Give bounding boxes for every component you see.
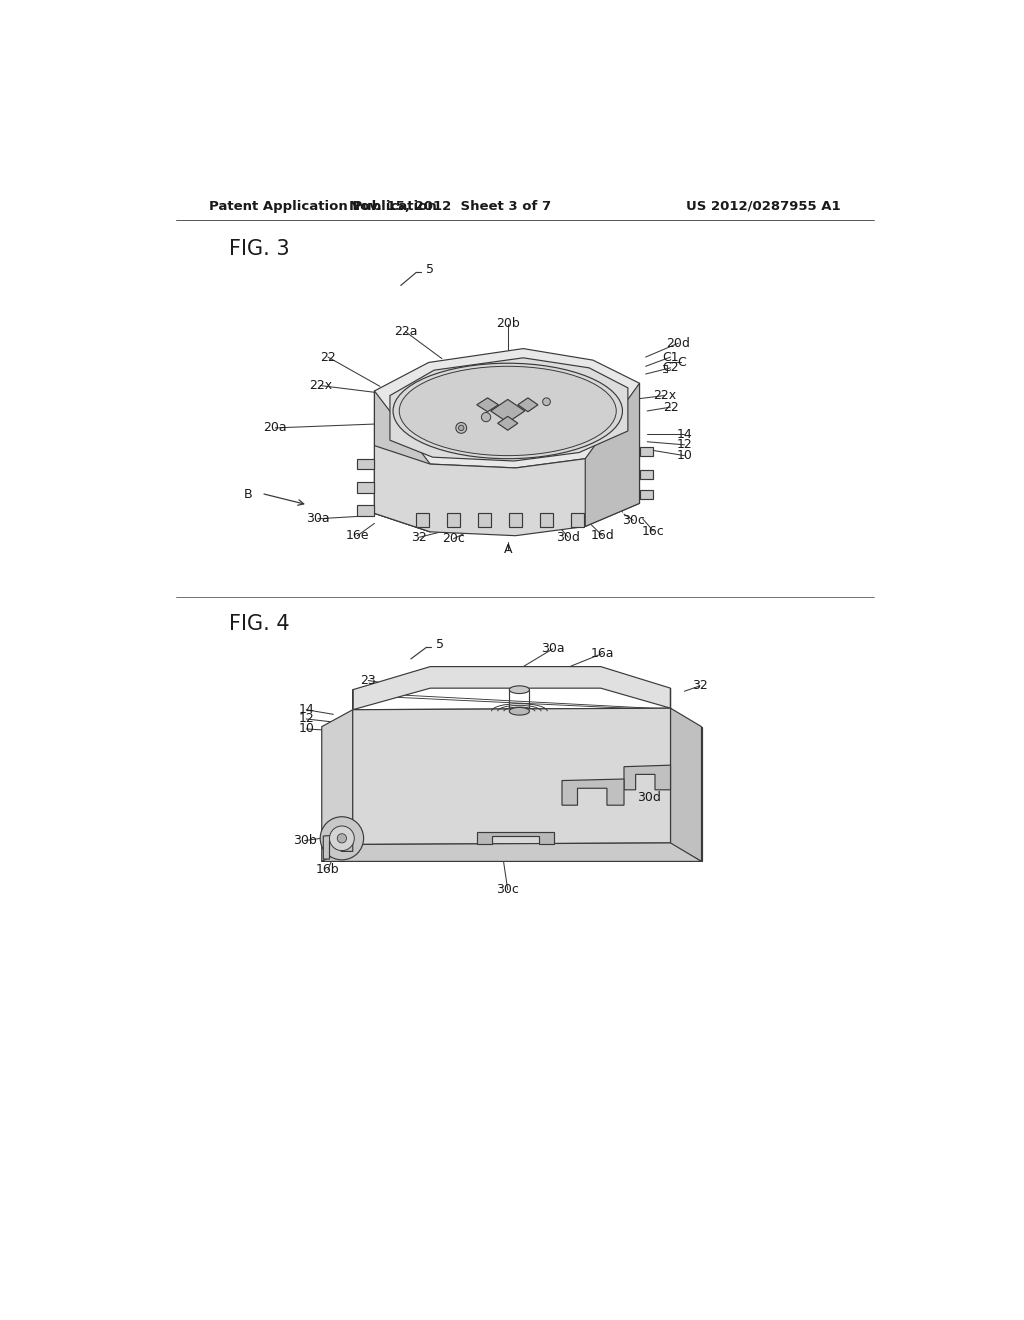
Polygon shape [570,513,585,527]
Polygon shape [540,513,554,527]
Polygon shape [490,400,524,422]
Text: 20b: 20b [496,317,519,330]
Polygon shape [586,383,640,527]
Polygon shape [477,397,499,412]
Circle shape [321,817,364,859]
Text: C2: C2 [663,362,679,375]
Text: 16e: 16e [346,529,369,543]
Text: 14: 14 [677,428,692,441]
Polygon shape [375,436,640,536]
Text: Nov. 15, 2012  Sheet 3 of 7: Nov. 15, 2012 Sheet 3 of 7 [348,199,551,213]
Polygon shape [498,416,518,430]
Text: 5: 5 [435,638,443,651]
Text: 22: 22 [321,351,336,363]
Text: 22a: 22a [393,325,417,338]
Polygon shape [518,397,538,412]
Text: 22: 22 [663,400,678,413]
Text: 32: 32 [692,680,708,693]
Text: 32: 32 [412,531,427,544]
Circle shape [330,826,354,850]
Text: 22x: 22x [652,389,676,403]
Text: Patent Application Publication: Patent Application Publication [209,199,437,213]
Text: 10: 10 [298,722,314,735]
Text: 30a: 30a [306,512,330,525]
Text: 16b: 16b [316,863,340,876]
Ellipse shape [509,686,529,693]
Circle shape [456,422,467,433]
Polygon shape [375,348,640,469]
Polygon shape [640,490,653,499]
Polygon shape [477,513,492,527]
Text: 30c: 30c [622,513,645,527]
Text: 5: 5 [426,263,433,276]
Text: 30d: 30d [637,791,660,804]
Text: B: B [244,487,253,500]
Text: A: A [504,543,512,556]
Polygon shape [671,688,701,862]
Text: 12: 12 [677,438,692,451]
Polygon shape [324,834,352,859]
Polygon shape [357,482,375,492]
Polygon shape [477,832,554,843]
Circle shape [459,425,464,430]
Polygon shape [357,459,375,470]
Text: 12: 12 [298,713,314,726]
Text: 30a: 30a [541,643,564,656]
Text: 20c: 20c [442,532,465,545]
Polygon shape [352,708,671,845]
Ellipse shape [399,367,616,455]
Polygon shape [375,391,430,532]
Text: 16c: 16c [642,524,665,537]
Text: 20a: 20a [263,421,287,434]
Text: 30b: 30b [293,834,316,847]
Text: 23: 23 [360,675,376,686]
Circle shape [543,397,550,405]
Text: 16a: 16a [591,647,614,660]
Polygon shape [390,358,628,461]
Ellipse shape [509,708,529,715]
Polygon shape [640,447,653,457]
Text: FIG. 4: FIG. 4 [228,614,290,634]
Text: US 2012/0287955 A1: US 2012/0287955 A1 [686,199,841,213]
Text: FIG. 3: FIG. 3 [228,239,290,259]
Text: 22x: 22x [308,379,332,392]
Polygon shape [624,766,671,789]
Polygon shape [322,689,352,862]
Ellipse shape [393,363,623,459]
Polygon shape [352,667,671,710]
Polygon shape [357,506,375,516]
Polygon shape [509,513,522,527]
Text: 16d: 16d [591,529,614,543]
Text: 30c: 30c [497,883,519,896]
Circle shape [481,413,490,422]
Text: 20d: 20d [667,337,690,350]
Text: 14: 14 [298,704,314,717]
Text: 30d: 30d [556,531,581,544]
Polygon shape [416,513,429,527]
Text: C: C [677,356,686,370]
Text: 10: 10 [677,449,692,462]
Polygon shape [640,470,653,479]
Polygon shape [562,779,624,805]
Text: C1: C1 [663,351,679,363]
Circle shape [337,834,346,843]
Polygon shape [322,843,701,862]
Polygon shape [446,513,461,527]
